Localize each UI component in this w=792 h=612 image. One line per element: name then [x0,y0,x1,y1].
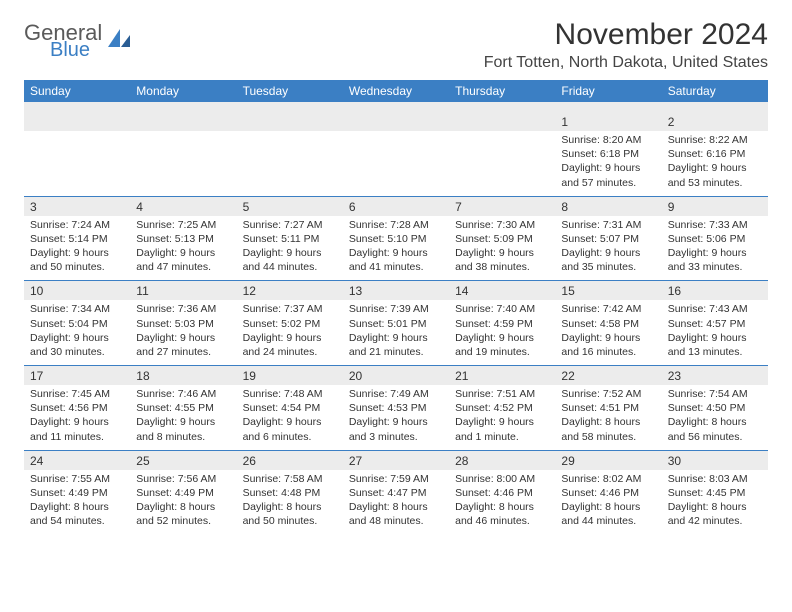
day-info-cell: Sunrise: 8:20 AM Sunset: 6:18 PM Dayligh… [555,131,661,196]
day-info-cell: Sunrise: 8:03 AM Sunset: 4:45 PM Dayligh… [662,470,768,535]
day-info-row: Sunrise: 7:24 AM Sunset: 5:14 PM Dayligh… [24,216,768,281]
day-number-cell: 28 [449,450,555,470]
day-info-cell: Sunrise: 7:30 AM Sunset: 5:09 PM Dayligh… [449,216,555,281]
day-number-cell: 24 [24,450,130,470]
day-number-cell: 26 [237,450,343,470]
day-info-cell: Sunrise: 7:49 AM Sunset: 4:53 PM Dayligh… [343,385,449,450]
day-info-cell: Sunrise: 7:51 AM Sunset: 4:52 PM Dayligh… [449,385,555,450]
day-number-cell: 18 [130,366,236,386]
weekday-header: Monday [130,80,236,102]
day-number-cell: 20 [343,366,449,386]
weekday-header: Friday [555,80,661,102]
day-info-cell: Sunrise: 8:02 AM Sunset: 4:46 PM Dayligh… [555,470,661,535]
day-info-cell: Sunrise: 7:46 AM Sunset: 4:55 PM Dayligh… [130,385,236,450]
day-info-row: Sunrise: 7:45 AM Sunset: 4:56 PM Dayligh… [24,385,768,450]
day-number-cell: 12 [237,281,343,301]
day-info-cell: Sunrise: 7:48 AM Sunset: 4:54 PM Dayligh… [237,385,343,450]
day-info-cell [237,131,343,196]
day-number-row: 17181920212223 [24,366,768,386]
day-info-cell: Sunrise: 7:55 AM Sunset: 4:49 PM Dayligh… [24,470,130,535]
day-number-cell: 3 [24,196,130,216]
weekday-header-row: Sunday Monday Tuesday Wednesday Thursday… [24,80,768,102]
day-number-cell: 29 [555,450,661,470]
day-info-cell: Sunrise: 7:36 AM Sunset: 5:03 PM Dayligh… [130,300,236,365]
day-number-cell: 9 [662,196,768,216]
day-number-row: 10111213141516 [24,281,768,301]
day-info-cell: Sunrise: 7:52 AM Sunset: 4:51 PM Dayligh… [555,385,661,450]
weekday-header: Wednesday [343,80,449,102]
day-number-cell: 14 [449,281,555,301]
day-info-cell [343,131,449,196]
calendar-page: General Blue November 2024 Fort Totten, … [0,0,792,552]
day-number-cell: 8 [555,196,661,216]
day-info-cell: Sunrise: 8:00 AM Sunset: 4:46 PM Dayligh… [449,470,555,535]
day-number-cell: 17 [24,366,130,386]
weekday-header: Tuesday [237,80,343,102]
brand-logo: General Blue [24,22,132,60]
day-number-cell: 1 [555,112,661,131]
day-info-cell [24,131,130,196]
day-info-cell: Sunrise: 7:25 AM Sunset: 5:13 PM Dayligh… [130,216,236,281]
day-number-cell: 11 [130,281,236,301]
day-number-cell: 10 [24,281,130,301]
day-number-row: 3456789 [24,196,768,216]
day-number-cell: 21 [449,366,555,386]
day-number-cell: 4 [130,196,236,216]
day-info-cell: Sunrise: 7:28 AM Sunset: 5:10 PM Dayligh… [343,216,449,281]
day-info-cell: Sunrise: 7:45 AM Sunset: 4:56 PM Dayligh… [24,385,130,450]
day-number-row: 12 [24,112,768,131]
day-info-cell: Sunrise: 7:39 AM Sunset: 5:01 PM Dayligh… [343,300,449,365]
day-number-cell: 13 [343,281,449,301]
day-info-row: Sunrise: 8:20 AM Sunset: 6:18 PM Dayligh… [24,131,768,196]
location-text: Fort Totten, North Dakota, United States [484,54,768,72]
day-info-cell [449,131,555,196]
brand-text: General Blue [24,22,102,60]
day-info-cell: Sunrise: 7:54 AM Sunset: 4:50 PM Dayligh… [662,385,768,450]
day-number-cell [449,112,555,131]
day-info-cell: Sunrise: 7:40 AM Sunset: 4:59 PM Dayligh… [449,300,555,365]
day-info-cell: Sunrise: 7:58 AM Sunset: 4:48 PM Dayligh… [237,470,343,535]
calendar-table: Sunday Monday Tuesday Wednesday Thursday… [24,80,768,534]
day-info-cell: Sunrise: 7:27 AM Sunset: 5:11 PM Dayligh… [237,216,343,281]
day-info-cell [130,131,236,196]
day-number-cell: 16 [662,281,768,301]
spacer-row [24,102,768,112]
header: General Blue November 2024 Fort Totten, … [24,18,768,72]
day-number-cell: 27 [343,450,449,470]
day-info-cell: Sunrise: 7:33 AM Sunset: 5:06 PM Dayligh… [662,216,768,281]
day-info-cell: Sunrise: 7:59 AM Sunset: 4:47 PM Dayligh… [343,470,449,535]
day-info-cell: Sunrise: 7:42 AM Sunset: 4:58 PM Dayligh… [555,300,661,365]
day-number-cell: 23 [662,366,768,386]
sail-icon [106,27,132,56]
day-info-cell: Sunrise: 7:43 AM Sunset: 4:57 PM Dayligh… [662,300,768,365]
day-number-cell: 2 [662,112,768,131]
day-number-row: 24252627282930 [24,450,768,470]
day-number-cell [237,112,343,131]
day-info-cell: Sunrise: 8:22 AM Sunset: 6:16 PM Dayligh… [662,131,768,196]
title-block: November 2024 Fort Totten, North Dakota,… [484,18,768,72]
day-info-cell: Sunrise: 7:34 AM Sunset: 5:04 PM Dayligh… [24,300,130,365]
day-info-cell: Sunrise: 7:37 AM Sunset: 5:02 PM Dayligh… [237,300,343,365]
day-number-cell [24,112,130,131]
day-info-row: Sunrise: 7:55 AM Sunset: 4:49 PM Dayligh… [24,470,768,535]
day-number-cell: 5 [237,196,343,216]
day-number-cell: 30 [662,450,768,470]
day-info-cell: Sunrise: 7:24 AM Sunset: 5:14 PM Dayligh… [24,216,130,281]
weekday-header: Saturday [662,80,768,102]
month-title: November 2024 [484,18,768,52]
day-info-row: Sunrise: 7:34 AM Sunset: 5:04 PM Dayligh… [24,300,768,365]
day-info-cell: Sunrise: 7:56 AM Sunset: 4:49 PM Dayligh… [130,470,236,535]
day-number-cell: 6 [343,196,449,216]
day-number-cell: 7 [449,196,555,216]
day-number-cell: 25 [130,450,236,470]
day-number-cell: 22 [555,366,661,386]
day-number-cell [130,112,236,131]
day-number-cell: 19 [237,366,343,386]
day-number-cell [343,112,449,131]
day-number-cell: 15 [555,281,661,301]
weekday-header: Sunday [24,80,130,102]
weekday-header: Thursday [449,80,555,102]
day-info-cell: Sunrise: 7:31 AM Sunset: 5:07 PM Dayligh… [555,216,661,281]
